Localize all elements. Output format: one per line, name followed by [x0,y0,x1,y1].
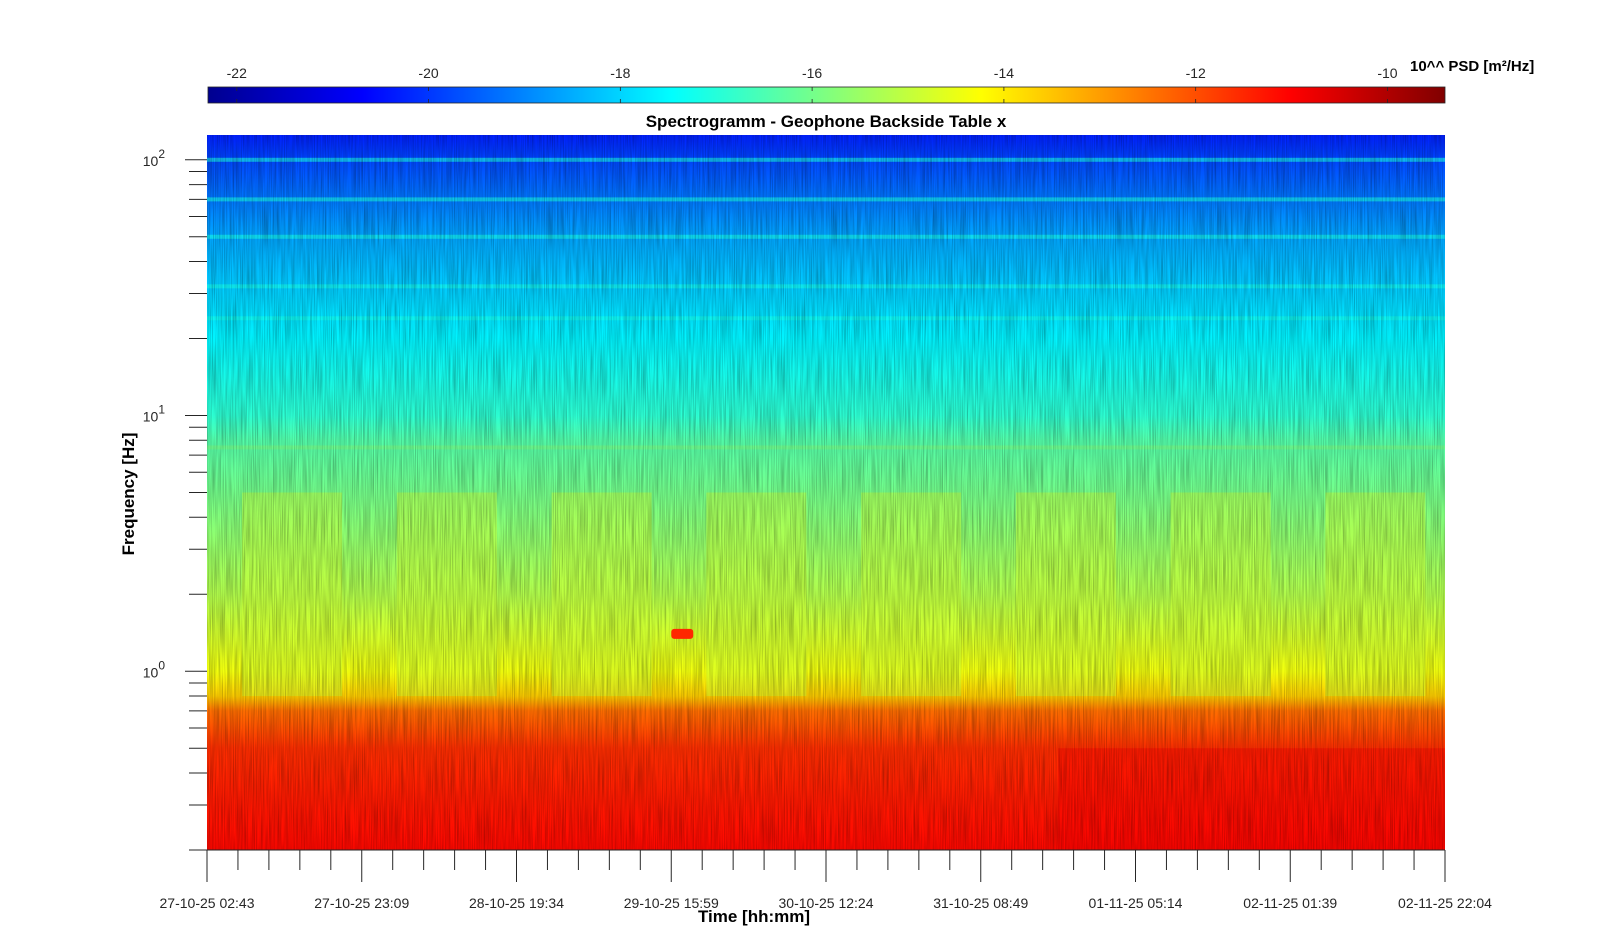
colorbar-tick-label: -16 [802,65,822,81]
x-tick-label: 27-10-25 02:43 [160,895,255,911]
colorbar-tick-label: -22 [227,65,247,81]
y-tick-label: 100 [143,658,166,680]
features [671,628,694,639]
colorbar-gradient [207,86,1446,104]
x-tick-label: 30-10-25 12:24 [779,895,874,911]
colorbar-tick-label: -12 [1186,65,1206,81]
feature-burst [671,628,694,639]
colorbar: -22 -20 -18 -16 -14 -12 -10 10^^ PSD [m²/Hz] [207,58,1534,104]
x-axis: 27-10-25 02:43 27-10-25 23:09 28-10-25 19:… [160,850,1492,911]
y-tick-label: 101 [143,403,166,425]
noise-texture [207,135,1445,850]
colorbar-ticks: -22 -20 -18 -16 -14 -12 -10 [227,65,1398,103]
colorbar-tick-label: -20 [418,65,438,81]
colorbar-tick-label: -10 [1377,65,1397,81]
x-tick-label: 27-10-25 23:09 [314,895,409,911]
colorbar-tick-label: -18 [610,65,630,81]
y-axis-label: Frequency [Hz] [119,433,138,556]
x-tick-label: 02-11-25 01:39 [1243,895,1337,911]
x-tick-label: 28-10-25 19:34 [469,895,564,911]
colorbar-label: 10^^ PSD [m²/Hz] [1410,58,1534,75]
plot-area [207,135,1445,850]
x-tick-label: 29-10-25 15:59 [624,895,719,911]
y-axis: 100 101 102 [143,147,207,851]
colorbar-tick-label: -14 [994,65,1014,81]
x-tick-label: 02-11-25 22:04 [1398,895,1492,911]
chart-title: Spectrogramm - Geophone Backside Table x [646,112,1007,131]
x-axis-label: Time [hh:mm] [698,907,810,926]
x-tick-label: 01-11-25 05:14 [1089,895,1183,911]
y-tick-label: 102 [143,147,166,169]
x-tick-label: 31-10-25 08:49 [933,895,1028,911]
